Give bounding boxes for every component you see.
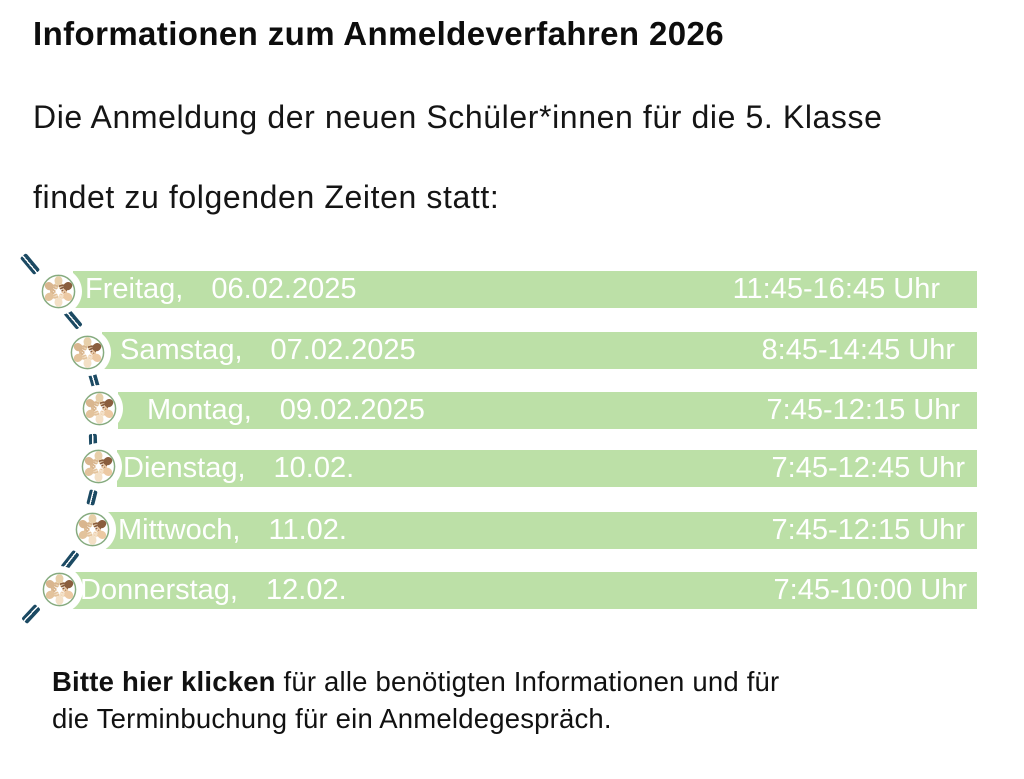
schedule-day: Donnerstag, (80, 574, 238, 606)
dash-segment (86, 488, 98, 506)
hands-circle-icon (40, 570, 78, 608)
dash-segment (21, 603, 41, 625)
schedule-time: 7:45-12:15 Uhr (771, 514, 965, 546)
registration-info-link[interactable]: Bitte hier klicken (52, 666, 276, 697)
schedule-time: 11:45-16:45 Uhr (732, 273, 940, 305)
schedule-time: 7:45-12:45 Uhr (771, 452, 965, 484)
footer-line2: die Terminbuchung für ein Anmeldegespräc… (52, 703, 612, 734)
schedule-time: 7:45-10:00 Uhr (773, 574, 967, 606)
hands-circle-icon (68, 333, 106, 371)
dash-segment (19, 253, 41, 275)
schedule-row: Freitag, 06.02.2025 11:45-16:45 Uhr (73, 271, 977, 308)
dash-segment (60, 549, 80, 571)
schedule-row: Samstag, 07.02.2025 8:45-14:45 Uhr (102, 332, 977, 369)
schedule-date: 12.02. (266, 574, 347, 606)
dash-segment (88, 371, 100, 389)
dash-segment (88, 433, 98, 447)
schedule-day: Samstag, (120, 334, 243, 366)
schedule-date: 11.02. (268, 514, 347, 546)
schedule-day: Montag, (147, 394, 252, 426)
hands-circle-icon (73, 510, 111, 548)
hands-circle-icon (79, 447, 117, 485)
schedule-date: 09.02.2025 (279, 394, 425, 426)
schedule-date: 06.02.2025 (211, 273, 357, 305)
schedule-day: Freitag, (85, 273, 184, 305)
schedule-row: Montag, 09.02.2025 7:45-12:15 Uhr (118, 392, 977, 429)
schedule-row: Mittwoch, 11.02. 7:45-12:15 Uhr (105, 512, 977, 549)
hands-circle-icon (80, 389, 118, 427)
intro-line-2: findet zu folgenden Zeiten statt: (33, 179, 500, 215)
schedule-day: Mittwoch, (118, 514, 241, 546)
footer-note: Bitte hier klicken für alle benötigten I… (52, 663, 779, 737)
schedule-date: 07.02.2025 (270, 334, 416, 366)
schedule-date: 10.02. (273, 452, 355, 484)
hands-circle-icon (39, 272, 77, 310)
schedule-row: Dienstag, 10.02. 7:45-12:45 Uhr (117, 450, 977, 487)
schedule-time: 7:45-12:15 Uhr (766, 394, 960, 426)
schedule-time: 8:45-14:45 Uhr (761, 334, 955, 366)
schedule-day: Dienstag, (123, 452, 246, 484)
dash-segment (61, 306, 83, 330)
schedule-row: Donnerstag, 12.02. 7:45-10:00 Uhr (70, 572, 977, 609)
page-title: Informationen zum Anmeldeverfahren 2026 (33, 15, 725, 52)
intro-line-1: Die Anmeldung der neuen Schüler*innen fü… (33, 99, 883, 135)
footer-line1-rest: für alle benötigten Informationen und fü… (275, 666, 780, 697)
